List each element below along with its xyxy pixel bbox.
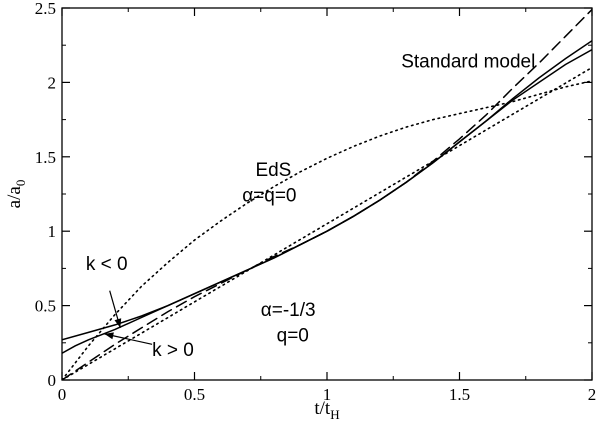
y-axis-label: a/a0	[4, 180, 28, 209]
x-tick-label: 2	[588, 385, 597, 404]
y-tick-label: 2	[48, 73, 57, 92]
y-tick-label: 2.5	[35, 0, 56, 18]
annotation-arrowhead	[114, 318, 122, 328]
annotation: α=q=0	[242, 185, 296, 206]
annotation: k > 0	[152, 340, 194, 361]
x-tick-label: 1	[323, 385, 332, 404]
y-tick-label: 0	[48, 371, 57, 390]
annotation: EdS	[255, 160, 291, 181]
x-axis-label: t/tH	[314, 398, 339, 422]
annotation-arrowhead	[104, 332, 114, 340]
annotation-layer: Standard model EdS α=q=0 k < 0 k > 0 α=-1/3 q=…	[86, 52, 536, 362]
series-line-3	[62, 8, 592, 380]
y-tick-label: 0.5	[35, 297, 56, 316]
series-layer	[62, 8, 592, 380]
series-line-1	[62, 48, 592, 341]
series-line-5	[62, 66, 592, 380]
annotation: q=0	[277, 325, 309, 346]
y-tick-label: 1	[48, 222, 57, 241]
y-tick-label: 1.5	[35, 148, 56, 167]
series-line-4	[62, 80, 592, 380]
arrow-layer	[104, 290, 153, 345]
series-line-2	[62, 39, 592, 354]
tick-layer: 0 0.5 1 1.5 2 0 0.5 1 1.5 2 2.5	[35, 0, 597, 404]
annotation: k < 0	[86, 254, 128, 275]
x-tick-label: 0.5	[184, 385, 205, 404]
annotation: α=-1/3	[261, 300, 316, 321]
annotation: Standard model	[401, 52, 535, 73]
x-tick-label: 1.5	[449, 385, 470, 404]
x-tick-label: 0	[58, 385, 67, 404]
